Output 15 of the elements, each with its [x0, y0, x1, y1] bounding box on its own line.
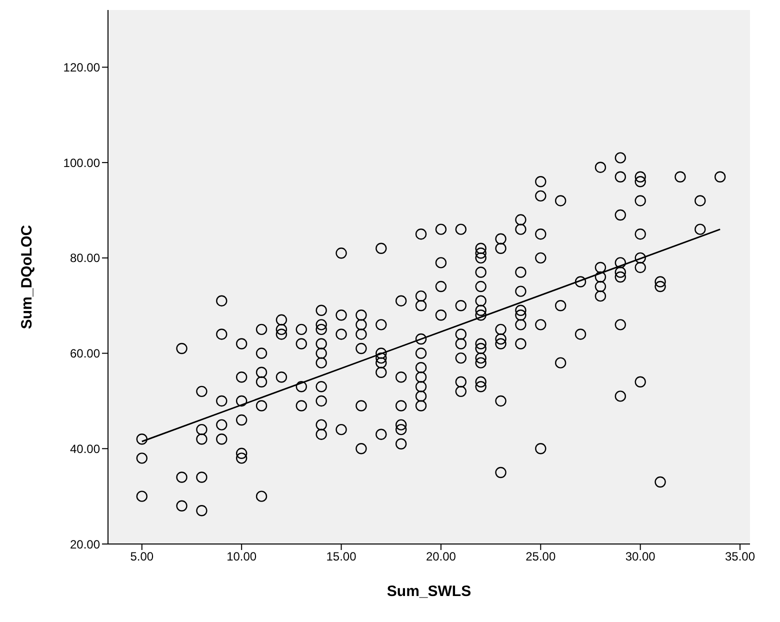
x-tick-label: 30.00: [625, 550, 656, 564]
y-axis-title: Sum_DQoLOC: [18, 224, 36, 330]
x-tick-label: 5.00: [130, 550, 154, 564]
y-tick-label: 40.00: [70, 442, 100, 456]
x-tick-label: 20.00: [426, 550, 456, 564]
x-tick-label: 10.00: [226, 550, 257, 564]
y-tick-label: 60.00: [70, 346, 100, 361]
x-axis-title: Sum_SWLS: [386, 583, 472, 600]
x-tick-label: 25.00: [526, 550, 556, 564]
y-tick-label: 100.00: [63, 156, 100, 170]
x-tick-label: 35.00: [725, 550, 756, 564]
x-tick-label: 15.00: [326, 550, 357, 564]
y-tick-label: 20.00: [70, 537, 100, 552]
y-tick-label: 80.00: [70, 251, 100, 266]
y-tick-label: 120.00: [63, 60, 100, 74]
